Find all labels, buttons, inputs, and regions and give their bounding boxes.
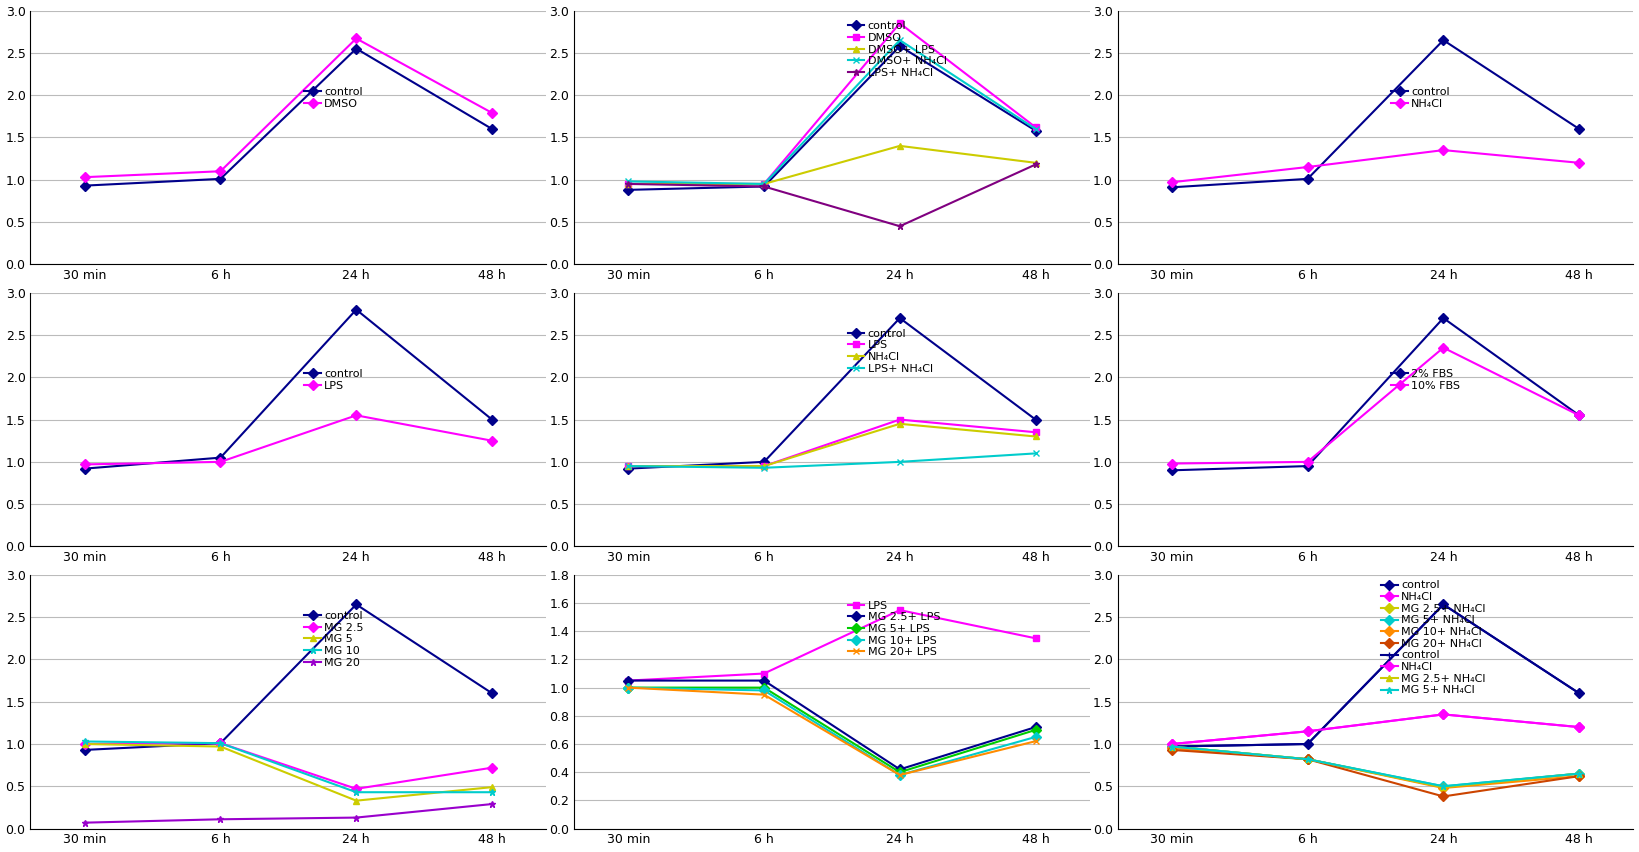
Legend: control, LPS: control, LPS xyxy=(305,369,362,391)
Legend: control, LPS, NH₄Cl, LPS+ NH₄Cl: control, LPS, NH₄Cl, LPS+ NH₄Cl xyxy=(847,329,933,374)
Legend: control, NH₄Cl, MG 2.5+ NH₄Cl, MG 5+ NH₄Cl, MG 10+ NH₄Cl, MG 20+ NH₄Cl, control,: control, NH₄Cl, MG 2.5+ NH₄Cl, MG 5+ NH₄… xyxy=(1382,580,1485,695)
Legend: control, DMSO, DMSO+ LPS, DMSO+ NH₄Cl, LPS+ NH₄Cl: control, DMSO, DMSO+ LPS, DMSO+ NH₄Cl, L… xyxy=(847,21,947,78)
Legend: control, NH₄Cl: control, NH₄Cl xyxy=(1392,87,1451,109)
Legend: 2% FBS, 10% FBS: 2% FBS, 10% FBS xyxy=(1392,369,1460,391)
Legend: LPS, MG 2.5+ LPS, MG 5+ LPS, MG 10+ LPS, MG 20+ LPS: LPS, MG 2.5+ LPS, MG 5+ LPS, MG 10+ LPS,… xyxy=(847,601,941,658)
Legend: control, DMSO: control, DMSO xyxy=(305,87,362,109)
Legend: control, MG 2.5, MG 5, MG 10, MG 20: control, MG 2.5, MG 5, MG 10, MG 20 xyxy=(305,611,364,667)
